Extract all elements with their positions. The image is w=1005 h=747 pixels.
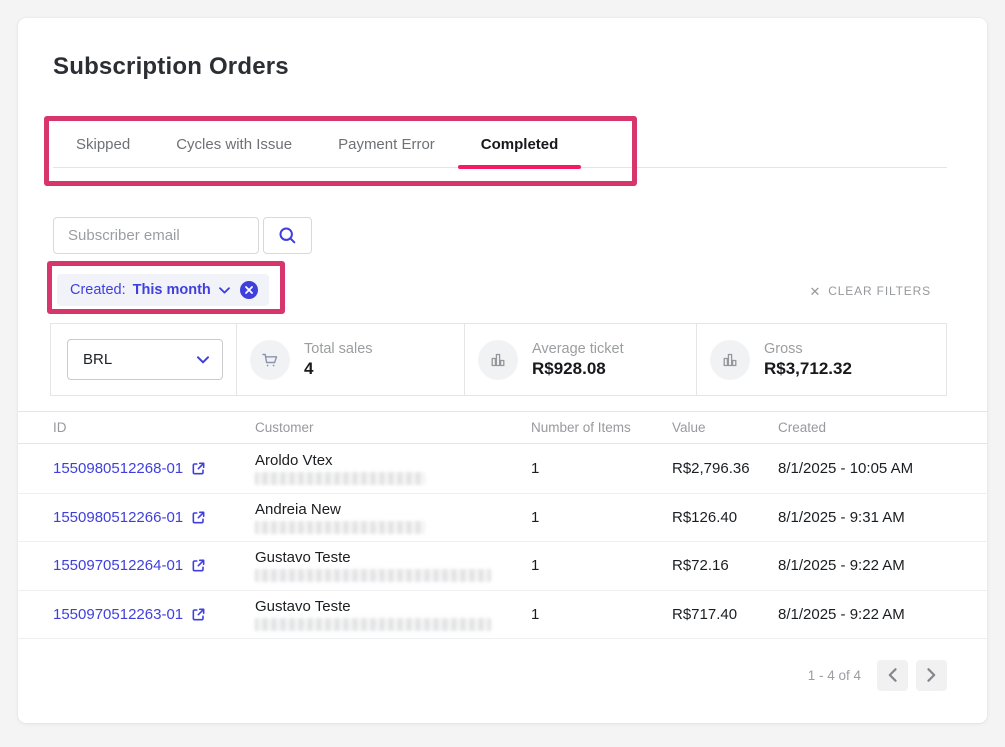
table-row: 1550970512263-01 Gustavo Teste 1 R$717.4…: [18, 591, 987, 639]
search-icon: [278, 226, 297, 245]
clear-filters-button[interactable]: ✕ CLEAR FILTERS: [810, 280, 931, 302]
external-link-icon[interactable]: [191, 510, 206, 525]
bar-chart-icon: [710, 339, 750, 380]
redacted-email: [255, 520, 425, 534]
stat-label: Average ticket: [532, 341, 624, 357]
search-button[interactable]: [263, 217, 312, 254]
external-link-icon[interactable]: [191, 461, 206, 476]
tab-label: Cycles with Issue: [176, 136, 293, 153]
redacted-email: [255, 569, 491, 583]
clear-x-icon: ✕: [809, 283, 822, 299]
number-of-items-cell: 1: [531, 557, 540, 575]
table-row: 1550980512268-01 Aroldo Vtex 1 R$2,796.3…: [18, 445, 987, 494]
order-id-link[interactable]: 1550980512268-01: [53, 460, 184, 478]
currency-select-value: BRL: [83, 351, 113, 368]
value-cell: R$717.40: [672, 605, 738, 623]
table-row: 1550980512266-01 Andreia New 1 R$126.40 …: [18, 494, 987, 542]
filter-chip-label: Created:: [70, 282, 126, 298]
next-page-button[interactable]: [916, 659, 947, 691]
number-of-items-cell: 1: [531, 508, 540, 526]
bar-chart-icon: [478, 339, 518, 380]
subscription-orders-card: Subscription Orders Skipped Cycles with …: [18, 18, 987, 723]
created-filter-chip[interactable]: Created: This month: [57, 274, 269, 306]
created-cell: 8/1/2025 - 9:22 AM: [778, 605, 905, 623]
redacted-email: [255, 617, 491, 631]
created-cell: 8/1/2025 - 9:31 AM: [778, 508, 905, 526]
stat-label: Gross: [764, 341, 803, 357]
tab-cycles-with-issue[interactable]: Cycles with Issue: [153, 122, 315, 167]
value-cell: R$2,796.36: [672, 460, 750, 478]
currency-section: BRL: [51, 324, 236, 395]
close-icon[interactable]: [239, 281, 258, 299]
value-cell: R$126.40: [672, 508, 738, 526]
stat-label: Total sales: [304, 341, 373, 357]
stat-total-sales: Total sales 4: [236, 324, 464, 395]
order-id-link[interactable]: 1550980512266-01: [53, 508, 184, 526]
column-header-customer: Customer: [255, 420, 314, 435]
column-header-id: ID: [53, 420, 67, 435]
cart-icon: [250, 339, 290, 380]
currency-select[interactable]: BRL: [67, 339, 223, 380]
tab-skipped[interactable]: Skipped: [53, 122, 153, 167]
value-cell: R$72.16: [672, 557, 729, 575]
redacted-email: [255, 472, 425, 486]
chevron-right-icon: [927, 668, 936, 682]
tab-payment-error[interactable]: Payment Error: [315, 122, 458, 167]
tab-label: Completed: [480, 136, 559, 153]
chevron-down-icon: [218, 286, 230, 294]
tab-bar: Skipped Cycles with Issue Payment Error …: [53, 122, 947, 169]
customer-name: Andreia New: [255, 500, 341, 518]
stat-value: R$928.08: [532, 359, 606, 378]
filter-chip-value: This month: [132, 282, 211, 298]
page-title: Subscription Orders: [53, 53, 289, 80]
stat-value: R$3,712.32: [764, 359, 852, 378]
column-header-value: Value: [672, 420, 706, 435]
created-cell: 8/1/2025 - 9:22 AM: [778, 557, 905, 575]
tab-completed[interactable]: Completed: [457, 122, 582, 169]
stat-value: 4: [304, 359, 314, 378]
customer-name: Gustavo Teste: [255, 597, 351, 615]
table-header: ID Customer Number of Items Value Create…: [18, 411, 987, 444]
subscriber-email-input[interactable]: [53, 217, 259, 254]
pagination: 1 - 4 of 4: [808, 659, 947, 691]
stat-average-ticket: Average ticket R$928.08: [464, 324, 696, 395]
pagination-range: 1 - 4 of 4: [807, 667, 861, 683]
external-link-icon[interactable]: [191, 558, 206, 573]
chevron-left-icon: [888, 668, 897, 682]
order-id-link[interactable]: 1550970512263-01: [53, 605, 184, 623]
number-of-items-cell: 1: [531, 460, 540, 478]
created-cell: 8/1/2025 - 10:05 AM: [778, 460, 914, 478]
column-header-number-of-items: Number of Items: [531, 420, 631, 435]
clear-filters-label: CLEAR FILTERS: [828, 284, 931, 298]
chevron-down-icon: [197, 355, 209, 364]
order-id-link[interactable]: 1550970512264-01: [53, 557, 184, 575]
number-of-items-cell: 1: [531, 605, 540, 623]
active-tab-underline: [457, 165, 582, 169]
external-link-icon[interactable]: [191, 607, 206, 622]
customer-name: Gustavo Teste: [255, 549, 351, 567]
stat-gross: Gross R$3,712.32: [696, 324, 946, 395]
tab-label: Payment Error: [338, 136, 435, 153]
column-header-created: Created: [778, 420, 827, 435]
table-body: 1550980512268-01 Aroldo Vtex 1 R$2,796.3…: [18, 445, 987, 639]
customer-name: Aroldo Vtex: [255, 452, 333, 470]
stats-bar: BRL Total sales: [50, 323, 947, 396]
tab-label: Skipped: [76, 136, 131, 153]
table-row: 1550970512264-01 Gustavo Teste 1 R$72.16…: [18, 542, 987, 591]
previous-page-button[interactable]: [877, 659, 908, 691]
